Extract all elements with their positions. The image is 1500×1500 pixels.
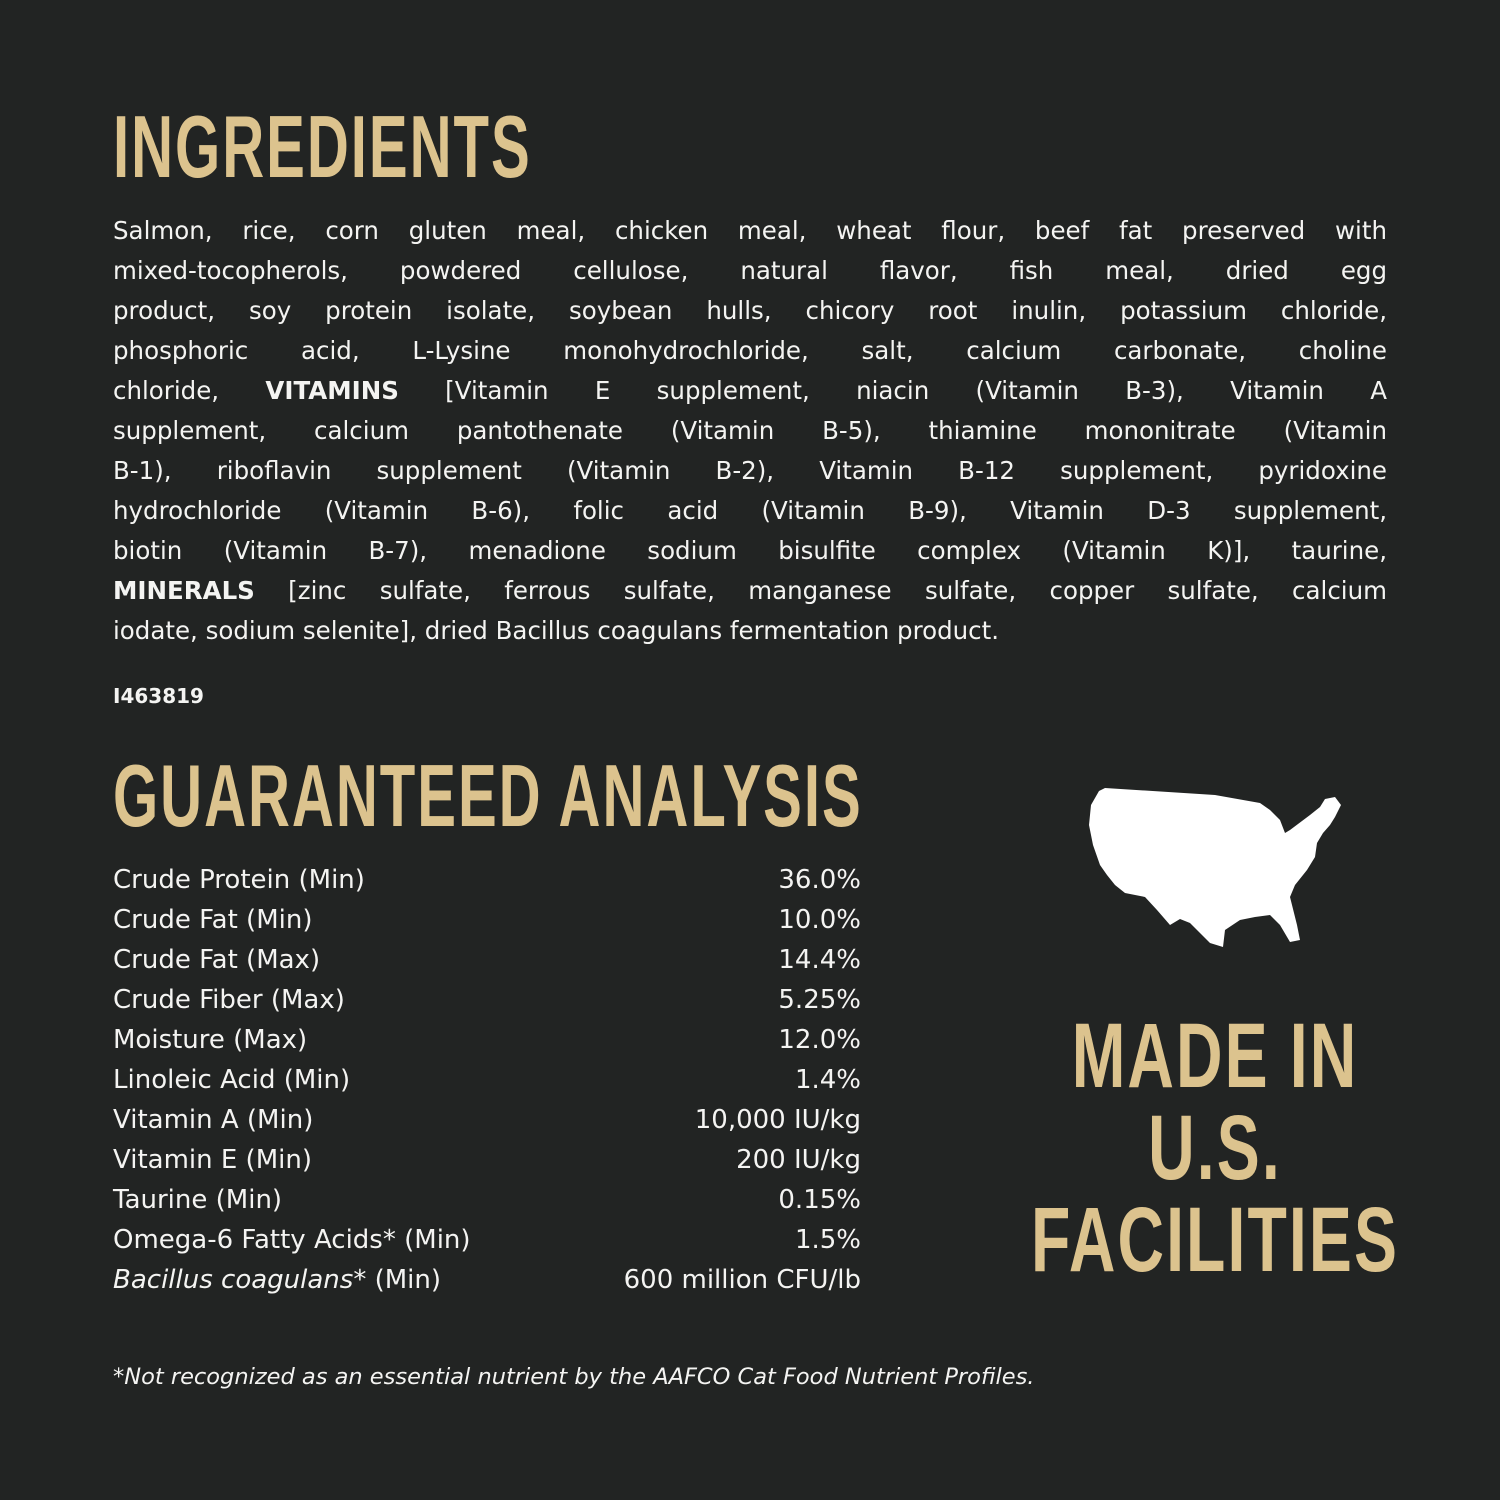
ingredient-text: [zinc sulfate, ferrous sulfate, manganes…: [254, 576, 1387, 605]
ingredient-line: MINERALS [zinc sulfate, ferrous sulfate,…: [113, 571, 1387, 611]
nutrient-name-italic: Bacillus coagulans: [113, 1265, 354, 1295]
nutrient-label: Crude Fiber (Max): [113, 980, 345, 1020]
nutrient-value: 5.25%: [778, 985, 861, 1015]
nutrient-label: Omega-6 Fatty Acids* (Min): [113, 1220, 471, 1260]
nutrient-value: 10.0%: [778, 905, 861, 935]
nutrient-name: * (Min): [353, 1265, 442, 1295]
nutrient-label: Taurine (Min): [113, 1180, 282, 1220]
nutrient-name: Vitamin A (Min): [113, 1105, 314, 1135]
nutrient-value: 200 IU/kg: [736, 1145, 861, 1175]
nutrient-value: 10,000 IU/kg: [694, 1105, 861, 1135]
nutrient-name: Crude Fiber (Max): [113, 985, 345, 1015]
nutrient-label: Crude Fat (Max): [113, 940, 320, 980]
ingredient-line: biotin (Vitamin B-7), menadione sodium b…: [113, 531, 1387, 571]
ingredient-text: phosphoric acid, L-Lysine monohydrochlor…: [113, 336, 1387, 365]
analysis-row: Taurine (Min) 0.15%: [113, 1180, 861, 1220]
ingredients-text: Salmon, rice, corn gluten meal, chicken …: [113, 211, 1387, 651]
nutrient-name: Linoleic Acid (Min): [113, 1065, 351, 1095]
analysis-row: Crude Fat (Max) 14.4%: [113, 940, 861, 980]
nutrient-value: 14.4%: [778, 945, 861, 975]
nutrient-label: Linoleic Acid (Min): [113, 1060, 350, 1100]
analysis-row: Linoleic Acid (Min) 1.4%: [113, 1060, 861, 1100]
usa-map-icon: [1089, 788, 1341, 947]
badge-line: FACILITIES: [1030, 1189, 1400, 1291]
nutrient-value: 1.5%: [794, 1225, 861, 1255]
ingredient-line: supplement, calcium pantothenate (Vitami…: [113, 411, 1387, 451]
nutrient-value: 12.0%: [778, 1025, 861, 1055]
ingredient-line: iodate, sodium selenite], dried Bacillus…: [113, 611, 1387, 651]
ingredient-text: B-1), riboflavin supplement (Vitamin B-2…: [113, 456, 1387, 485]
ingredient-text: mixed-tocopherols, powdered cellulose, n…: [113, 256, 1387, 285]
ingredient-text: Salmon, rice, corn gluten meal, chicken …: [113, 216, 1387, 245]
nutrient-name: Moisture (Max): [113, 1025, 308, 1055]
analysis-row: Moisture (Max) 12.0%: [113, 1020, 861, 1060]
nutrient-name: Vitamin E (Min): [113, 1145, 312, 1175]
nutrient-name: Crude Fat (Min): [113, 905, 313, 935]
ingredient-text: chloride,: [113, 376, 266, 405]
badge-line: MADE IN: [1071, 1005, 1359, 1107]
ingredient-line: Salmon, rice, corn gluten meal, chicken …: [113, 211, 1387, 251]
nutrient-name: Omega-6 Fatty Acids* (Min): [113, 1225, 471, 1255]
analysis-row: Crude Fiber (Max) 5.25%: [113, 980, 861, 1020]
ingredient-line: B-1), riboflavin supplement (Vitamin B-2…: [113, 451, 1387, 491]
analysis-row: Crude Protein (Min) 36.0%: [113, 860, 861, 900]
ingredient-text: product, soy protein isolate, soybean hu…: [113, 296, 1387, 325]
nutrient-name: Crude Protein (Min): [113, 865, 365, 895]
ingredient-line: hydrochloride (Vitamin B-6), folic acid …: [113, 491, 1387, 531]
ingredient-text: hydrochloride (Vitamin B-6), folic acid …: [113, 496, 1387, 525]
footnote: *Not recognized as an essential nutrient…: [113, 1364, 1035, 1390]
nutrient-value: 600 million CFU/lb: [623, 1265, 861, 1295]
nutrient-name: Crude Fat (Max): [113, 945, 321, 975]
analysis-table: Crude Protein (Min) 36.0% Crude Fat (Min) 1…: [113, 860, 861, 1300]
badge-line: U.S.: [1148, 1097, 1282, 1199]
ingredient-group-label: MINERALS: [113, 576, 255, 605]
nutrient-label: Vitamin E (Min): [113, 1140, 312, 1180]
ingredients-title: INGREDIENTS: [113, 97, 532, 196]
ingredient-text: supplement, calcium pantothenate (Vitami…: [113, 416, 1387, 445]
analysis-row: Bacillus coagulans* (Min) 600 million CFU…: [113, 1260, 861, 1300]
nutrient-label: Crude Fat (Min): [113, 900, 312, 940]
nutrient-name: Taurine (Min): [113, 1185, 283, 1215]
nutrient-label: Moisture (Max): [113, 1020, 307, 1060]
ingredient-text: [Vitamin E supplement, niacin (Vitamin B…: [398, 376, 1387, 405]
guaranteed-analysis-title: GUARANTEED ANALYSIS: [113, 746, 863, 845]
analysis-row: Omega-6 Fatty Acids* (Min) 1.5%: [113, 1220, 861, 1260]
nutrient-value: 0.15%: [778, 1185, 861, 1215]
ingredient-line: product, soy protein isolate, soybean hu…: [113, 291, 1387, 331]
nutrient-value: 36.0%: [778, 865, 861, 895]
ingredient-text: biotin (Vitamin B-7), menadione sodium b…: [113, 536, 1387, 565]
nutrient-label: Bacillus coagulans* (Min): [113, 1260, 441, 1300]
product-code: I463819: [113, 684, 204, 708]
ingredient-line: mixed-tocopherols, powdered cellulose, n…: [113, 251, 1387, 291]
nutrient-label: Crude Protein (Min): [113, 860, 365, 900]
nutrient-label: Vitamin A (Min): [113, 1100, 313, 1140]
analysis-row: Vitamin A (Min) 10,000 IU/kg: [113, 1100, 861, 1140]
analysis-row: Vitamin E (Min) 200 IU/kg: [113, 1140, 861, 1180]
analysis-row: Crude Fat (Min) 10.0%: [113, 900, 861, 940]
ingredient-line: chloride, VITAMINS [Vitamin E supplement…: [113, 371, 1387, 411]
ingredient-group-label: VITAMINS: [265, 376, 399, 405]
nutrient-value: 1.4%: [794, 1065, 861, 1095]
ingredient-line: phosphoric acid, L-Lysine monohydrochlor…: [113, 331, 1387, 371]
ingredient-text: iodate, sodium selenite], dried Bacillus…: [113, 616, 1000, 645]
